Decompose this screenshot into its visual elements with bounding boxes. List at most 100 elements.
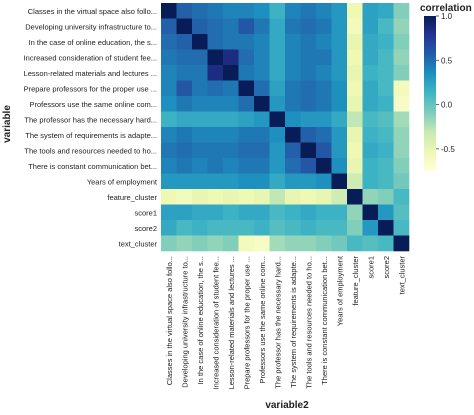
heatmap-cell — [300, 173, 317, 190]
heatmap-cell — [269, 34, 286, 50]
heatmap-cell — [161, 3, 177, 19]
heatmap-cell — [347, 18, 363, 35]
column-label: The professor has the necessary hard... — [273, 256, 282, 389]
heatmap-cell — [378, 18, 394, 35]
heatmap-cell — [192, 235, 208, 252]
column-label: Lesson-related materials and lectures ..… — [227, 256, 236, 389]
heatmap-cell — [207, 142, 224, 159]
heatmap-cell — [316, 80, 332, 97]
colorbar-tick-label: -0.5 — [441, 145, 455, 154]
heatmap-cell — [285, 142, 301, 159]
heatmap-cell — [378, 96, 394, 112]
y-axis-title: variable — [2, 105, 13, 143]
heatmap-cell — [161, 204, 177, 221]
colorbar-tick-label: 0.0 — [441, 101, 453, 110]
heatmap-cell — [207, 80, 224, 97]
heatmap-cell — [176, 189, 193, 205]
heatmap-cell — [362, 220, 379, 236]
heatmap-cell — [161, 80, 177, 97]
heatmap-cell — [331, 111, 348, 128]
row-label: Years of employment — [87, 177, 158, 186]
heatmap-cell — [176, 158, 193, 174]
heatmap-cell — [393, 220, 410, 236]
heatmap-cell — [161, 220, 177, 236]
heatmap-cell — [347, 204, 363, 221]
heatmap-cell — [331, 80, 348, 97]
heatmap-cell — [362, 18, 379, 35]
heatmap-cell — [223, 18, 239, 35]
heatmap-cell — [223, 235, 239, 252]
heatmap-cell — [254, 18, 270, 35]
heatmap-cell — [362, 189, 379, 205]
heatmap-cell — [362, 3, 379, 19]
heatmap-cell — [285, 3, 301, 19]
heatmap-cell — [300, 189, 317, 205]
heatmap-cell — [300, 220, 317, 236]
heatmap-cell — [254, 173, 270, 190]
heatmap-cell — [316, 65, 332, 81]
column-label: feature_cluster — [351, 256, 360, 306]
heatmap-cell — [223, 220, 239, 236]
heatmap-cell — [238, 80, 255, 97]
heatmap-cell — [192, 204, 208, 221]
heatmap-cell — [238, 96, 255, 112]
heatmap-cell — [254, 127, 270, 143]
row-label: Lesson-related materials and lectures ..… — [24, 69, 157, 78]
heatmap-cell — [285, 158, 301, 174]
heatmap-cell — [223, 127, 239, 143]
heatmap-cell — [176, 204, 193, 221]
heatmap-cell — [362, 204, 379, 221]
column-label: Developing university infrastructure to.… — [180, 256, 189, 388]
row-label: text_cluster — [119, 239, 158, 248]
heatmap-cell — [316, 173, 332, 190]
column-label: In the case of online education, the s..… — [196, 256, 205, 384]
heatmap-cell — [347, 111, 363, 128]
heatmap-cell — [192, 96, 208, 112]
heatmap-cell — [316, 127, 332, 143]
heatmap-cell — [378, 235, 394, 252]
heatmap-cell — [331, 235, 348, 252]
heatmap-cell — [285, 96, 301, 112]
colorbar-tick-label: 0.5 — [441, 56, 453, 65]
heatmap-cell — [207, 18, 224, 35]
heatmap-cell — [378, 158, 394, 174]
heatmap-cell — [362, 34, 379, 50]
heatmap-cell — [207, 111, 224, 128]
heatmap-cell — [393, 18, 410, 35]
heatmap-cell — [192, 189, 208, 205]
heatmap-cell — [192, 18, 208, 35]
heatmap-cell — [254, 142, 270, 159]
heatmap-cell — [378, 34, 394, 50]
heatmap-cell — [378, 49, 394, 66]
heatmap-cell — [192, 158, 208, 174]
row-label: The tools and resources needed to ho... — [24, 146, 157, 155]
heatmap-cell — [362, 235, 379, 252]
heatmap-cell — [393, 142, 410, 159]
heatmap-cell — [316, 18, 332, 35]
heatmap-cell — [161, 158, 177, 174]
heatmap-cell — [347, 49, 363, 66]
row-label: Prepare professors for the proper use ..… — [24, 84, 157, 93]
heatmap-cell — [393, 49, 410, 66]
heatmap-cell — [362, 80, 379, 97]
heatmap-cell — [331, 49, 348, 66]
column-label: score1 — [366, 256, 375, 279]
heatmap-cell — [300, 49, 317, 66]
heatmap-cell — [192, 3, 208, 19]
heatmap-cell — [378, 189, 394, 205]
heatmap-cell — [161, 111, 177, 128]
heatmap-cell — [269, 235, 286, 252]
heatmap-cell — [347, 158, 363, 174]
row-label: The professor has the necessary hard... — [24, 115, 157, 124]
heatmap-cell — [347, 34, 363, 50]
heatmap-cell — [316, 189, 332, 205]
colorbar-tick-label: 1.0 — [441, 12, 453, 21]
heatmap-cell — [161, 96, 177, 112]
heatmap-cell — [316, 34, 332, 50]
heatmap-cell — [238, 34, 255, 50]
heatmap-cell — [378, 111, 394, 128]
heatmap-cell — [192, 220, 208, 236]
heatmap-cell — [176, 65, 193, 81]
colorbar — [424, 16, 436, 171]
